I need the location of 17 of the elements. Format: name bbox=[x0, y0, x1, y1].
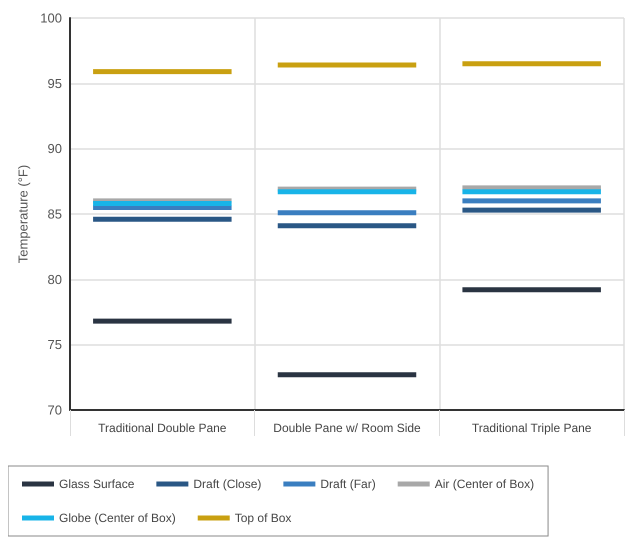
x-tick-label: Traditional Triple Pane bbox=[472, 421, 592, 435]
legend-label: Draft (Far) bbox=[320, 477, 376, 491]
x-tick-label: Traditional Double Pane bbox=[98, 421, 227, 435]
y-tick-label: 80 bbox=[48, 272, 62, 287]
y-tick-label: 75 bbox=[48, 337, 62, 352]
y-axis-title: Temperature (°F) bbox=[15, 164, 30, 264]
legend-label: Globe (Center of Box) bbox=[59, 511, 176, 525]
y-tick-label: 95 bbox=[48, 76, 62, 91]
y-tick-label: 85 bbox=[48, 206, 62, 222]
legend-label: Draft (Close) bbox=[193, 477, 262, 491]
y-tick-label: 70 bbox=[48, 402, 62, 418]
x-tick-label: Double Pane w/ Room Side bbox=[273, 421, 422, 435]
legend-label: Glass Surface bbox=[59, 477, 135, 491]
legend-label: Air (Center of Box) bbox=[434, 477, 534, 491]
legend-label: Top of Box bbox=[234, 511, 292, 525]
y-tick-label: 100 bbox=[40, 10, 62, 26]
y-tick-label: 90 bbox=[48, 141, 62, 156]
